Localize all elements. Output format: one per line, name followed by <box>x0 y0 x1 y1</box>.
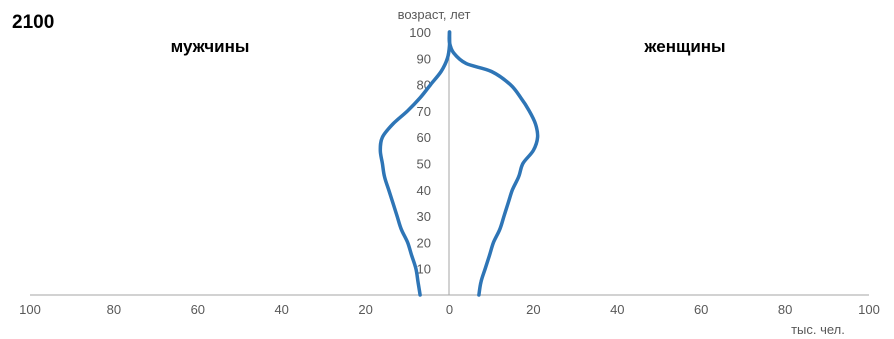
x-tick-label: 100 <box>858 302 880 317</box>
x-tick-label: 40 <box>610 302 624 317</box>
y-tick-label: 90 <box>417 51 431 66</box>
y-tick-label: 10 <box>417 262 431 277</box>
x-tick-label: 60 <box>694 302 708 317</box>
series-lines <box>378 30 540 297</box>
y-tick-label: 60 <box>417 130 431 145</box>
series-label-men: мужчины <box>171 37 250 56</box>
series-label-women: женщины <box>643 37 725 56</box>
y-tick-label: 50 <box>417 157 431 172</box>
y-tick-label: 100 <box>409 25 431 40</box>
series-line-men <box>378 30 452 297</box>
x-tick-label: 20 <box>358 302 372 317</box>
chart-title: 2100 <box>12 12 54 33</box>
y-axis-label: возраст, лет <box>398 7 471 22</box>
y-tick-label: 70 <box>417 104 431 119</box>
series-line-women <box>447 30 540 297</box>
x-axis-label: тыс. чел. <box>791 322 845 337</box>
x-tick-label: 0 <box>446 302 453 317</box>
y-tick-label: 40 <box>417 183 431 198</box>
x-tick-labels: 100 80 60 40 20 0 20 40 60 80 100 <box>19 302 880 317</box>
x-tick-label: 20 <box>526 302 540 317</box>
x-tick-label: 60 <box>191 302 205 317</box>
x-tick-label: 100 <box>19 302 41 317</box>
x-tick-label: 80 <box>107 302 121 317</box>
y-tick-label: 30 <box>417 209 431 224</box>
y-tick-label: 20 <box>417 235 431 250</box>
x-tick-label: 40 <box>274 302 288 317</box>
x-tick-label: 80 <box>778 302 792 317</box>
